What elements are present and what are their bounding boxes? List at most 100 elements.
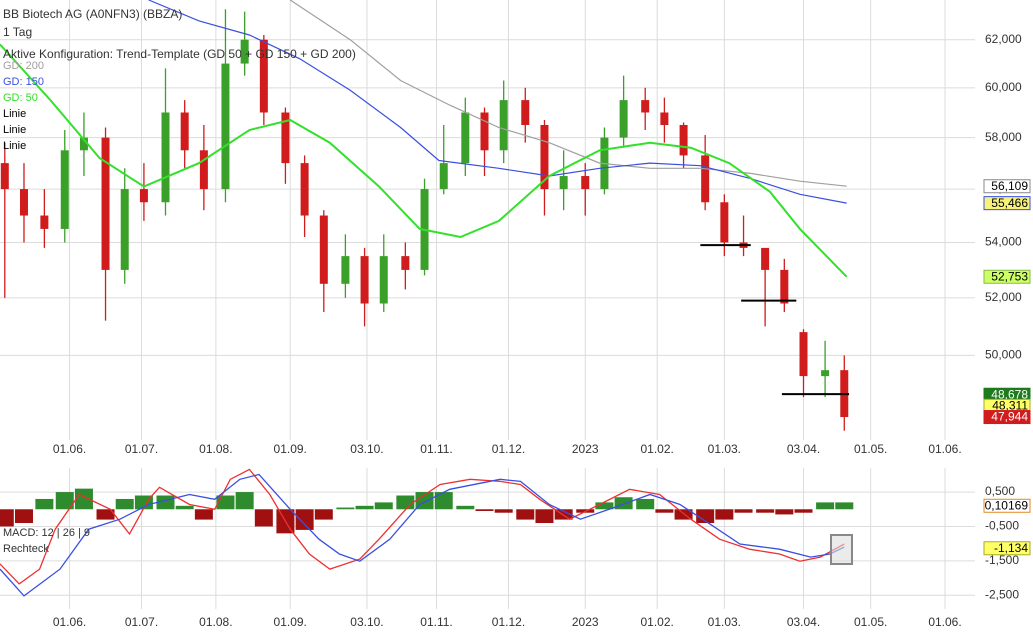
x-tick-label: 01.12.	[492, 615, 525, 629]
candle-body	[360, 256, 369, 304]
candle-body	[259, 39, 268, 113]
chart-subtitle: 1 Tag	[3, 25, 32, 39]
candle-body	[379, 256, 388, 304]
candle-body	[480, 112, 489, 151]
candle-body	[521, 100, 530, 125]
candle-body	[641, 100, 650, 113]
indicator-title: MACD: 12 | 26 | 9	[3, 527, 90, 539]
y-tick-label: 0,500	[985, 484, 1015, 498]
value-label: 0,10169	[985, 498, 1029, 512]
y-tick-label: -0,500	[985, 519, 1019, 533]
candle-body	[161, 112, 170, 203]
x-tick-label: 2023	[572, 615, 599, 629]
price-label: 48,311	[992, 399, 1028, 413]
candle-body	[240, 39, 249, 64]
histogram-bar	[434, 492, 453, 510]
x-tick-label: 01.07.	[125, 615, 158, 629]
candle-body	[281, 112, 290, 164]
histogram-bar	[794, 509, 813, 513]
legend-entry: GD: 150	[3, 76, 44, 88]
candle-body	[60, 150, 69, 229]
histogram-bar	[595, 502, 614, 510]
candle-body	[341, 256, 350, 284]
histogram-bar	[674, 509, 693, 520]
candle-body	[799, 332, 808, 377]
x-tick-label: 01.06.	[53, 615, 86, 629]
x-tick-label: 01.07.	[125, 442, 158, 456]
x-tick-label: 01.06.	[928, 615, 961, 629]
chart-title: BB Biotech AG (A0NFN3) (BBZA)	[3, 7, 182, 21]
y-tick-label: 54,000	[985, 235, 1022, 249]
candle-body	[679, 124, 688, 156]
candle-body	[120, 189, 129, 270]
moving-average-line	[0, 43, 848, 278]
x-tick-label: 01.06.	[928, 442, 961, 456]
histogram-bar	[216, 495, 235, 510]
rectangle-drawing	[830, 534, 853, 565]
candle-body	[319, 215, 328, 284]
candle-body	[720, 202, 729, 243]
candle-body	[761, 247, 770, 270]
candle-body	[19, 189, 28, 216]
histogram-bar	[535, 509, 554, 524]
x-tick-label: 01.08.	[199, 442, 232, 456]
histogram-bar	[494, 509, 513, 513]
legend-entry: Linie	[3, 124, 26, 136]
x-tick-label: 01.08.	[199, 615, 232, 629]
histogram-bar	[456, 505, 475, 510]
macd-line	[0, 473, 845, 597]
histogram-bar	[756, 509, 775, 513]
histogram-bar	[235, 492, 254, 510]
candle-body	[0, 163, 9, 190]
histogram-bar	[14, 509, 33, 524]
value-label-box	[983, 541, 1031, 556]
histogram-bar	[254, 509, 273, 527]
histogram-bar	[715, 509, 734, 520]
x-tick-label: 01.03.	[708, 442, 741, 456]
y-tick-label: 62,000	[985, 32, 1022, 46]
x-tick-label: 01.09.	[274, 615, 307, 629]
legend-entry: Linie	[3, 140, 26, 152]
x-tick-label: 01.11.	[420, 442, 452, 456]
histogram-bar	[55, 492, 74, 510]
candle-body	[461, 112, 470, 164]
x-tick-label: 01.03.	[708, 615, 741, 629]
histogram-bar	[355, 505, 374, 510]
histogram-bar	[374, 502, 393, 510]
price-label: 47,944	[991, 410, 1028, 424]
price-label: 55,466	[991, 196, 1028, 210]
histogram-bar	[655, 509, 674, 513]
histogram-bar	[614, 497, 633, 510]
candle-body	[581, 176, 590, 190]
legend-entry: Linie	[3, 108, 26, 120]
candle-body	[300, 163, 309, 216]
x-tick-label: 01.09.	[274, 442, 307, 456]
candle-body	[139, 189, 148, 203]
histogram-bar	[96, 509, 115, 520]
x-tick-label: 03.04.	[787, 442, 820, 456]
histogram-bar	[734, 509, 753, 513]
histogram-bar	[336, 507, 355, 510]
histogram-bar	[636, 498, 655, 510]
x-tick-label: 01.06.	[53, 442, 86, 456]
candle-body	[619, 100, 628, 138]
histogram-bar	[516, 509, 535, 520]
y-tick-label: 60,000	[985, 80, 1022, 94]
candle-body	[79, 137, 88, 151]
y-tick-label: -2,500	[985, 587, 1019, 601]
candle-body	[101, 137, 110, 270]
histogram-bar	[314, 509, 333, 520]
histogram-bar	[35, 498, 54, 510]
x-tick-label: 03.10.	[350, 615, 383, 629]
y-tick-label: 50,000	[985, 348, 1022, 362]
x-tick-label: 01.02.	[641, 442, 674, 456]
candle-body	[221, 63, 230, 190]
candle-body	[499, 100, 508, 151]
histogram-bar	[554, 509, 573, 520]
y-tick-label: 58,000	[985, 130, 1022, 144]
annotation: Rechteck	[3, 543, 49, 555]
histogram-bar	[0, 509, 14, 527]
